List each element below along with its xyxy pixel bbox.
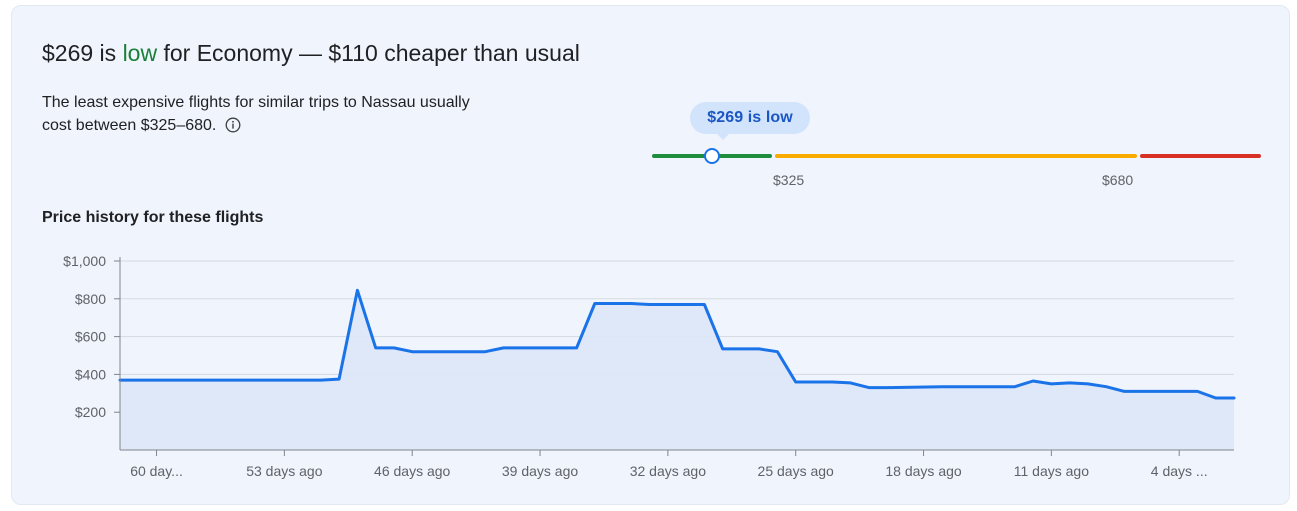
y-tick-label: $600	[75, 329, 106, 345]
low-threshold-label: $325	[773, 172, 805, 188]
price-history-chart: $200 $400 $600 $800 $1,000 60 day... 53 days a…	[63, 253, 1236, 479]
chart-axes	[114, 257, 1234, 456]
headline-rest: for Economy — $110 cheaper than usual	[157, 40, 580, 66]
headline-price: $269	[42, 40, 94, 66]
chart-area-layer	[118, 288, 1236, 450]
y-tick-label: $1,000	[63, 253, 106, 269]
chart-tick-labels: $200 $400 $600 $800 $1,000 60 day... 53 days a…	[63, 253, 1207, 479]
x-tick-label: 4 days ...	[1151, 463, 1208, 479]
typical-price-segment	[775, 154, 1137, 158]
headline-is: is	[93, 40, 123, 66]
current-price-marker[interactable]	[704, 148, 720, 164]
x-tick-label: 11 days ago	[1014, 463, 1089, 479]
x-tick-label: 25 days ago	[758, 463, 834, 479]
price-insights-card: $269 is low for Economy — $110 cheaper t…	[11, 5, 1290, 505]
y-tick-label: $400	[75, 366, 106, 382]
x-tick-label: 18 days ago	[885, 463, 961, 479]
x-tick-label: 60 day...	[130, 463, 183, 479]
price-headline: $269 is low for Economy — $110 cheaper t…	[42, 38, 580, 68]
price-range-bar: $269 is low $325 $680	[652, 102, 1262, 192]
current-price-bubble: $269 is low	[690, 102, 810, 134]
y-tick-label: $800	[75, 291, 106, 307]
x-tick-label: 53 days ago	[246, 463, 322, 479]
summary-text: The least expensive flights for similar …	[42, 94, 470, 134]
chart-title: Price history for these flights	[42, 209, 264, 226]
price-area-fill	[120, 290, 1234, 450]
price-line	[118, 288, 1236, 400]
price-summary: The least expensive flights for similar …	[42, 91, 502, 140]
x-tick-label: 32 days ago	[630, 463, 706, 479]
y-tick-label: $200	[75, 404, 106, 420]
info-icon[interactable]	[225, 117, 241, 140]
x-tick-label: 46 days ago	[374, 463, 450, 479]
x-tick-label: 39 days ago	[502, 463, 578, 479]
high-threshold-label: $680	[1102, 172, 1134, 188]
high-price-segment	[1140, 154, 1261, 158]
bubble-pointer	[716, 133, 730, 140]
price-level: low	[122, 40, 158, 66]
